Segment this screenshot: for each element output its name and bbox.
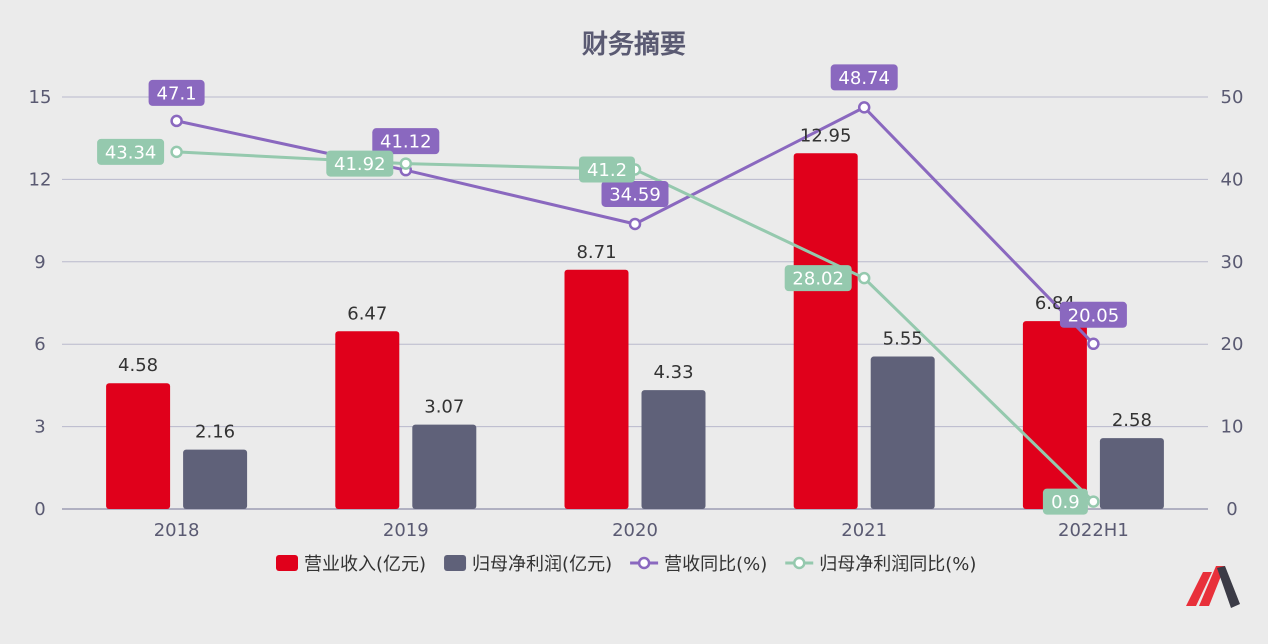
bar-net-profit [870, 356, 935, 509]
brand-logo [1186, 566, 1240, 608]
legend-label: 归母净利润(亿元) [472, 554, 612, 575]
line-value-label: 41.12 [380, 132, 432, 153]
legend-label: 营收同比(%) [664, 554, 767, 575]
x-tick-label: 2020 [612, 520, 658, 541]
line-point [1087, 495, 1100, 508]
bar-net-profit [412, 424, 477, 509]
bar-revenue [106, 383, 171, 509]
line-value-label: 0.9 [1051, 492, 1080, 513]
y-right-tick-label: 50 [1221, 87, 1244, 108]
bar-net-profit [1099, 438, 1164, 509]
line-point [170, 145, 183, 159]
y-left-tick-label: 9 [34, 252, 45, 273]
line-value-label: 48.74 [838, 68, 890, 89]
line-label-tag [1059, 301, 1127, 328]
line-value-label: 43.34 [105, 142, 157, 163]
y-right-tick-label: 0 [1226, 499, 1237, 520]
bar-value-label: 12.95 [800, 125, 852, 146]
line-label-tag [326, 150, 394, 177]
line-label-tag [372, 128, 440, 155]
line-label-tag [1042, 488, 1088, 515]
legend-swatch [444, 555, 467, 571]
line-label-tag [579, 156, 635, 183]
bar-revenue [793, 153, 858, 509]
bar-value-label: 4.58 [118, 355, 158, 376]
x-tick-label: 2019 [383, 520, 429, 541]
chart-title: 财务摘要 [582, 29, 686, 60]
bar-value-label: 5.55 [883, 329, 923, 350]
bar-revenue [1022, 321, 1087, 509]
grid-lines [62, 96, 1208, 510]
legend-marker [637, 556, 651, 570]
bar-value-label: 8.71 [576, 242, 616, 263]
line-value-label: 34.59 [609, 184, 661, 205]
y-left-tick-label: 0 [34, 499, 45, 520]
line-label-tag [830, 64, 898, 91]
line-point [1087, 337, 1100, 351]
line-label-tag [97, 138, 165, 165]
y-left-tick-label: 6 [34, 334, 45, 355]
line-point [399, 157, 413, 170]
bar-value-label: 4.33 [653, 362, 693, 383]
x-tick-label: 2022H1 [1058, 520, 1129, 541]
bar-value-label: 3.07 [424, 397, 464, 418]
y-right-tick-label: 40 [1221, 169, 1244, 190]
legend-label: 归母净利润同比(%) [819, 554, 976, 575]
bar-value-label: 6.47 [347, 303, 387, 324]
x-tick-label: 2021 [841, 520, 887, 541]
bars [106, 153, 1164, 509]
line-point [170, 114, 183, 128]
bar-net-profit [183, 449, 248, 509]
bar-revenue [335, 331, 400, 509]
line-label-tag [601, 180, 669, 207]
line-label-tag [784, 265, 852, 292]
legend-swatch [276, 555, 298, 571]
line-value-label: 41.92 [334, 154, 386, 175]
y-left-tick-label: 12 [29, 169, 52, 190]
legend: 营业收入(亿元) 归母净利润(亿元) 营收同比(%) 归母净利润同比(%) [276, 554, 976, 575]
y-right-tick-label: 10 [1221, 417, 1244, 438]
line-point [857, 101, 871, 114]
line-label-tag [148, 79, 205, 106]
line-point [628, 217, 642, 231]
bar-revenue [564, 269, 629, 509]
bar-value-label: 2.16 [195, 422, 235, 443]
data-labels: 4.586.478.7112.956.842.163.074.335.552.5… [97, 64, 1152, 515]
line-point [857, 271, 871, 285]
y-right-tick-label: 30 [1221, 252, 1244, 273]
legend-label: 营业收入(亿元) [304, 554, 426, 575]
y-left-tick-label: 3 [34, 417, 45, 438]
line-value-label: 20.05 [1068, 305, 1120, 326]
legend-marker [793, 556, 806, 570]
axes: 0 3 6 9 12 15 0 10 20 30 40 50 2018 2019 2020 2021 2022H… [29, 87, 1244, 541]
y-right-tick-label: 20 [1221, 334, 1244, 355]
bar-value-label: 2.58 [1112, 410, 1152, 431]
line-value-label: 41.2 [587, 160, 627, 181]
bar-net-profit [641, 390, 706, 509]
line-value-label: 47.1 [157, 83, 197, 104]
y-left-tick-label: 15 [29, 87, 52, 108]
x-tick-label: 2018 [154, 520, 200, 541]
line-value-label: 28.02 [792, 269, 844, 290]
